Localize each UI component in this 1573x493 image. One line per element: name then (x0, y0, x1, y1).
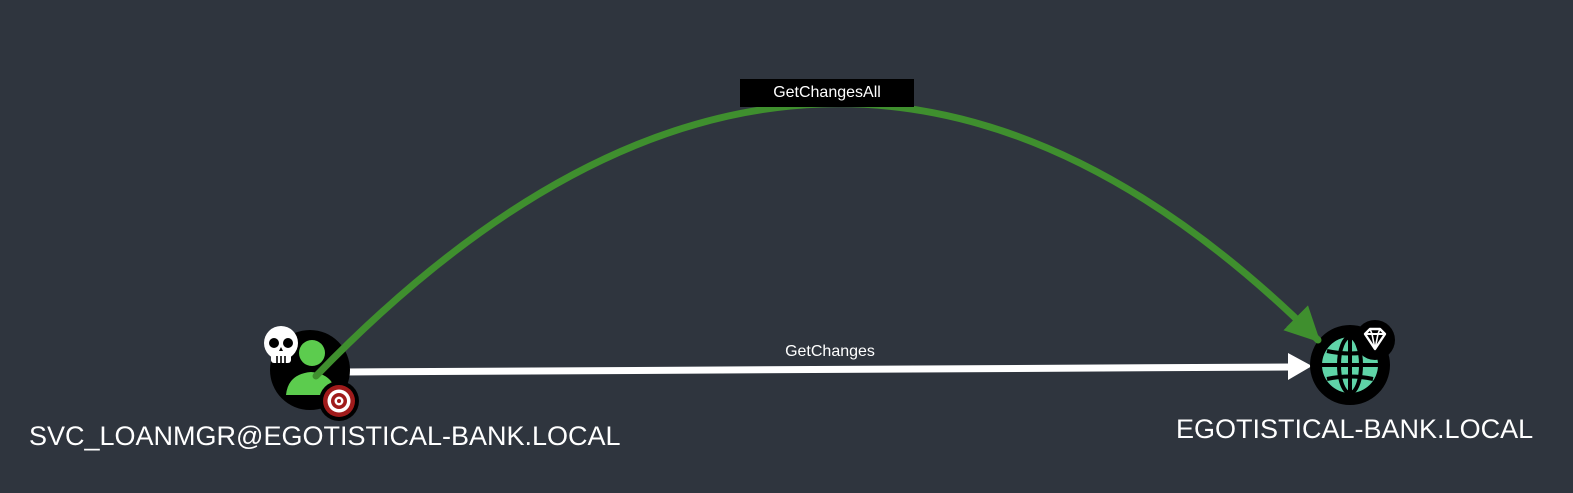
edge-label-getchangesall[interactable]: GetChangesAll (740, 79, 914, 107)
diamond-icon (1355, 320, 1395, 360)
target-icon (319, 381, 359, 421)
node-egotistical-bank[interactable] (1310, 320, 1395, 405)
node-label-target: EGOTISTICAL-BANK.LOCAL (1176, 414, 1534, 444)
edge-label-getchanges[interactable]: GetChanges (785, 343, 875, 360)
skull-icon (264, 326, 298, 363)
node-label-source: SVC_LOANMGR@EGOTISTICAL-BANK.LOCAL (29, 421, 621, 451)
arrowhead-getchanges (1288, 353, 1312, 380)
edge-getchangesall[interactable] (312, 100, 1322, 380)
node-svc-loanmgr[interactable] (264, 326, 359, 421)
edge-getchanges[interactable] (344, 353, 1312, 380)
